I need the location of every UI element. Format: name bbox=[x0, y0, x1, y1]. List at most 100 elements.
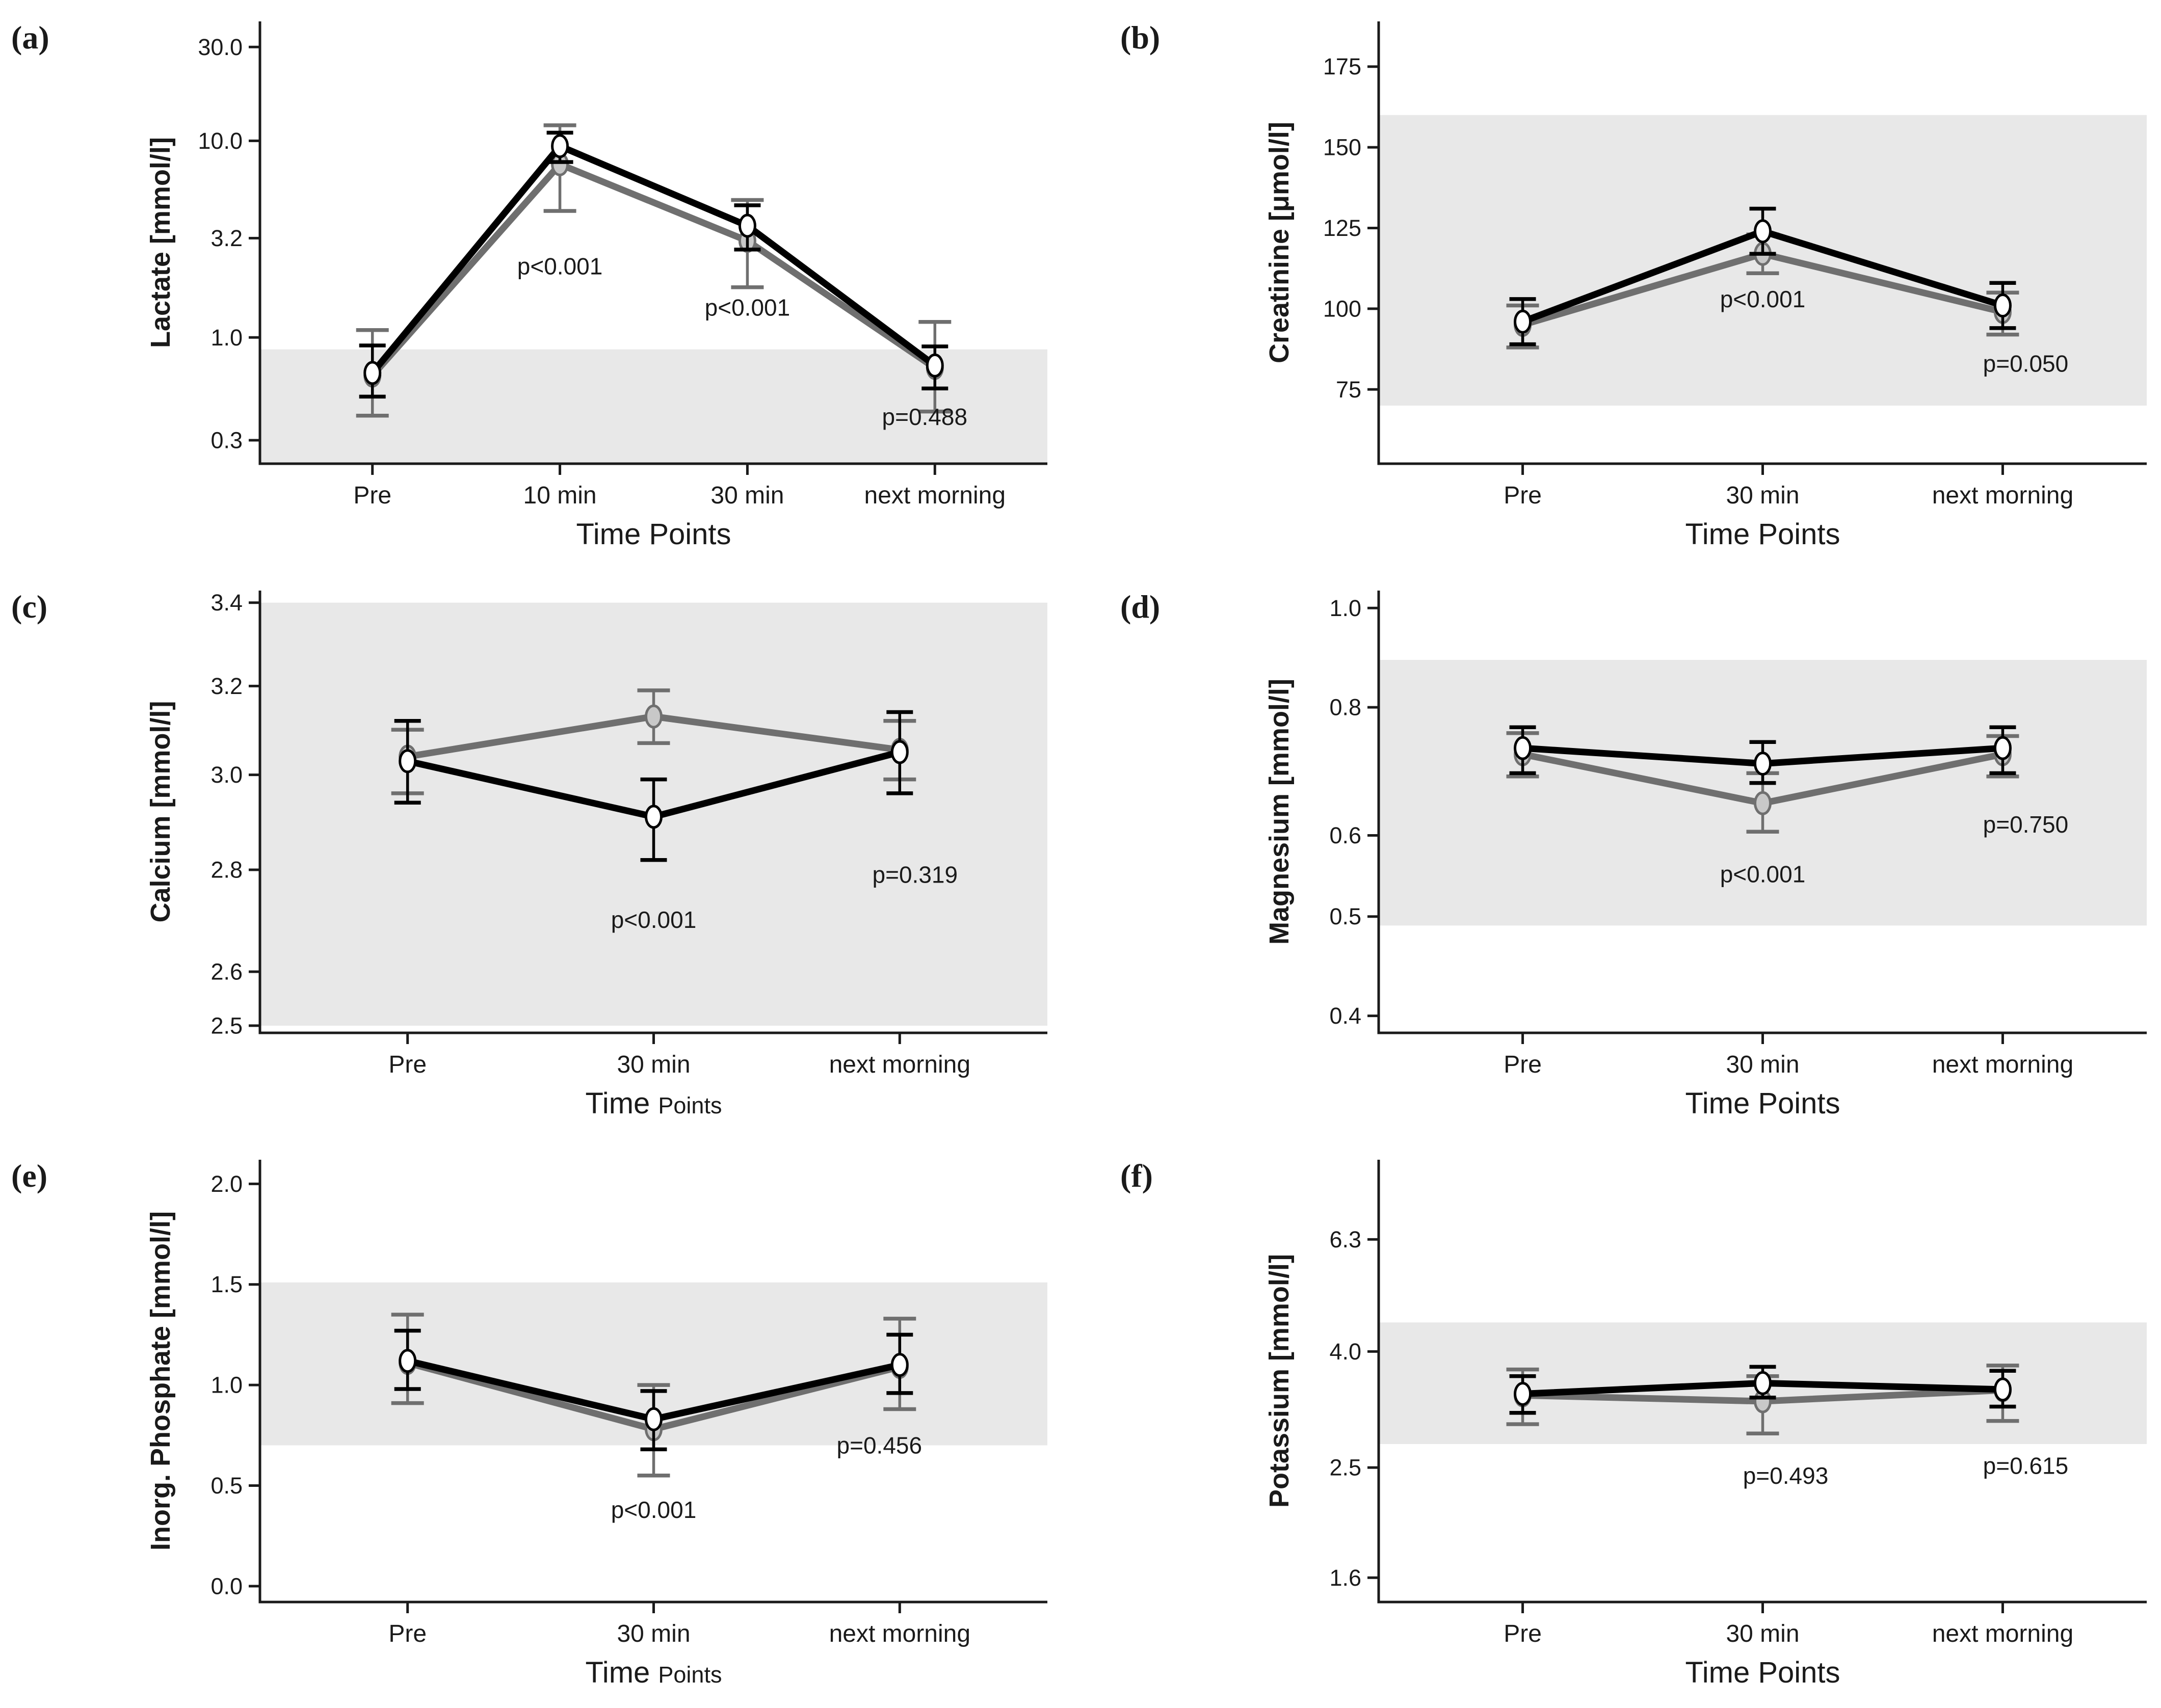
data-point-marker bbox=[645, 805, 663, 829]
data-point-marker bbox=[1514, 1381, 1532, 1406]
y-tick-label: 30.0 bbox=[198, 34, 243, 60]
y-axis-title: Lactate [mmol/l] bbox=[145, 137, 176, 348]
x-tick-label: next morning bbox=[829, 1620, 970, 1647]
p-value-annotation: p=0.050 bbox=[1983, 351, 2069, 377]
x-tick-label: next morning bbox=[1932, 1620, 2073, 1647]
series-black bbox=[1509, 206, 2016, 346]
x-tick-label: Pre bbox=[388, 1620, 427, 1647]
p-value-annotation: p=0.493 bbox=[1743, 1462, 1829, 1489]
x-tick-label: Pre bbox=[1504, 482, 1542, 509]
panel-svg: 1.6 2.5 4.0 6.3 Pre 30 min next morning p=0.493… bbox=[1120, 1158, 2147, 1689]
x-tick-label: Pre bbox=[1504, 1620, 1542, 1647]
x-tick-label: next morning bbox=[864, 482, 1006, 509]
x-tick-label: 30 min bbox=[1726, 482, 1799, 509]
x-tick-label: Pre bbox=[1504, 1051, 1542, 1078]
p-value-annotation: p=0.319 bbox=[873, 862, 958, 888]
series-black bbox=[1509, 725, 2016, 785]
data-point-marker bbox=[645, 704, 663, 729]
p-value-annotation: p<0.001 bbox=[1720, 286, 1806, 312]
data-point-marker bbox=[1754, 219, 1772, 244]
data-point-marker bbox=[1993, 1377, 2012, 1402]
data-point-marker bbox=[1993, 293, 2012, 318]
x-tick-label: 30 min bbox=[617, 1051, 690, 1078]
data-point-marker bbox=[1514, 736, 1532, 760]
data-point-marker bbox=[399, 1349, 417, 1373]
y-tick-label: 3.4 bbox=[210, 590, 243, 616]
y-tick-label: 2.8 bbox=[210, 857, 243, 883]
data-point-marker bbox=[1754, 791, 1772, 815]
x-tick-label: next morning bbox=[1932, 1051, 2073, 1078]
chart-panel-b: 75 100 125 150 175 Pre 30 min next morning p<0.0… bbox=[1080, 0, 2161, 569]
panel-label: (c) bbox=[11, 589, 47, 625]
y-tick-label: 1.0 bbox=[210, 1372, 243, 1398]
y-tick-label: 0.8 bbox=[1329, 695, 1361, 720]
chart-panel-a: 0.3 1.0 3.2 10.0 30.0 Pre 10 min 30 min next mor… bbox=[0, 0, 1080, 569]
x-tick-label: 30 min bbox=[1726, 1620, 1799, 1647]
x-axis-title: Time Points bbox=[586, 1656, 722, 1689]
series-black bbox=[394, 710, 913, 862]
p-value-annotation: p=0.456 bbox=[837, 1432, 923, 1459]
y-tick-label: 75 bbox=[1336, 377, 1361, 403]
p-value-annotation: p<0.001 bbox=[1720, 861, 1806, 887]
p-value-annotation: p<0.001 bbox=[705, 294, 790, 321]
chart-panel-e: 0.0 0.5 1.0 1.5 2.0 Pre 30 min next morning p<0.… bbox=[0, 1138, 1080, 1707]
x-axis-title: Time Points bbox=[1685, 1087, 1840, 1120]
panel-svg: 0.0 0.5 1.0 1.5 2.0 Pre 30 min next morning p<0.… bbox=[11, 1158, 1047, 1689]
x-axis-title: Time Points bbox=[586, 1087, 722, 1120]
y-tick-label: 1.0 bbox=[210, 325, 243, 351]
y-tick-label: 2.0 bbox=[210, 1171, 243, 1197]
data-point-marker bbox=[738, 214, 756, 238]
x-tick-label: Pre bbox=[353, 482, 391, 509]
p-value-annotation: p=0.488 bbox=[882, 404, 968, 430]
data-point-marker bbox=[1993, 736, 2012, 760]
y-axis-title: Magnesium [mmol/l] bbox=[1264, 679, 1295, 945]
y-tick-label: 3.0 bbox=[210, 762, 243, 788]
y-tick-label: 1.5 bbox=[210, 1271, 243, 1297]
data-point-marker bbox=[1754, 1371, 1772, 1395]
y-tick-label: 2.5 bbox=[1329, 1455, 1361, 1481]
y-tick-label: 6.3 bbox=[1329, 1226, 1361, 1252]
panel-svg: 0.3 1.0 3.2 10.0 30.0 Pre 10 min 30 min next mor… bbox=[11, 19, 1047, 551]
x-tick-label: Pre bbox=[388, 1051, 427, 1078]
p-value-annotation: p<0.001 bbox=[517, 253, 603, 280]
y-axis-title: Creatinine [μmol/l] bbox=[1264, 122, 1295, 363]
series-black bbox=[394, 1328, 913, 1452]
data-point-marker bbox=[1514, 309, 1532, 334]
panel-svg: 0.4 0.5 0.6 0.8 1.0 Pre 30 min next morning p<0.… bbox=[1120, 589, 2147, 1120]
data-point-marker bbox=[890, 740, 909, 764]
panel-label: (a) bbox=[11, 19, 49, 56]
panel-svg: 75 100 125 150 175 Pre 30 min next morning p<0.0… bbox=[1120, 19, 2147, 551]
y-axis-title: Calcium [mmol/l] bbox=[145, 701, 176, 922]
y-tick-label: 0.5 bbox=[210, 1473, 243, 1499]
panel-label: (d) bbox=[1120, 589, 1160, 625]
panel-svg: 2.5 2.6 2.8 3.0 3.2 3.4 Pre 30 min next morning p… bbox=[11, 589, 1047, 1120]
x-axis-title: Time Points bbox=[1685, 1656, 1840, 1689]
y-tick-label: 175 bbox=[1323, 54, 1361, 79]
y-tick-label: 0.5 bbox=[1329, 903, 1361, 929]
chart-panel-c: 2.5 2.6 2.8 3.0 3.2 3.4 Pre 30 min next morning p… bbox=[0, 569, 1080, 1138]
x-tick-label: 10 min bbox=[523, 482, 597, 509]
data-point-marker bbox=[551, 134, 569, 158]
x-axis-title: Time Points bbox=[1685, 518, 1840, 551]
y-tick-label: 100 bbox=[1323, 296, 1361, 322]
series-black bbox=[359, 130, 948, 399]
p-value-annotation: p=0.615 bbox=[1983, 1452, 2069, 1479]
p-value-annotation: p<0.001 bbox=[611, 906, 697, 933]
y-tick-label: 3.2 bbox=[210, 673, 243, 699]
y-tick-label: 10.0 bbox=[198, 128, 243, 154]
y-axis-title: Inorg. Phosphate [mmol/l] bbox=[145, 1211, 176, 1551]
panel-label: (b) bbox=[1120, 19, 1160, 56]
chart-panel-d: 0.4 0.5 0.6 0.8 1.0 Pre 30 min next morning p<0.… bbox=[1080, 569, 2161, 1138]
p-value-annotation: p<0.001 bbox=[611, 1497, 697, 1523]
y-tick-label: 2.6 bbox=[210, 959, 243, 985]
x-tick-label: 30 min bbox=[617, 1620, 690, 1647]
data-point-marker bbox=[399, 749, 417, 773]
x-tick-label: next morning bbox=[1932, 482, 2073, 509]
y-tick-label: 1.0 bbox=[1329, 595, 1361, 621]
x-tick-label: 30 min bbox=[710, 482, 784, 509]
data-point-marker bbox=[645, 1407, 663, 1431]
series-black bbox=[1509, 1365, 2016, 1415]
y-tick-label: 0.3 bbox=[210, 428, 243, 453]
chart-panel-f: 1.6 2.5 4.0 6.3 Pre 30 min next morning p=0.493… bbox=[1080, 1138, 2161, 1707]
series-line bbox=[370, 142, 937, 376]
